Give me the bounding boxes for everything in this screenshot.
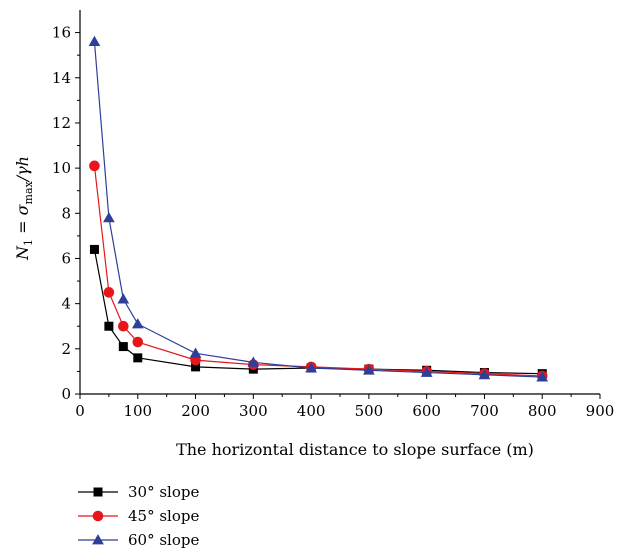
legend-label: 60° slope <box>128 531 199 549</box>
series-layer <box>88 35 549 382</box>
data-point <box>191 362 201 372</box>
data-point <box>305 362 317 373</box>
x-tick-label: 400 <box>297 402 326 420</box>
x-tick-label: 800 <box>528 402 557 420</box>
legend: 30° slope 45° slope 60° slope <box>78 483 199 549</box>
data-point <box>103 211 115 223</box>
data-point <box>133 353 143 363</box>
axes: 0 100 200 300 400 500 600 700 800 900 0 2 4 6 8 10 12 14 1… <box>52 10 614 420</box>
x-tick-label: 700 <box>470 402 499 420</box>
x-axis-title: The horizontal distance to slope surface… <box>176 440 534 459</box>
legend-item: 30° slope <box>78 483 199 501</box>
legend-label: 30° slope <box>128 483 199 501</box>
data-point <box>132 336 144 348</box>
data-point <box>118 320 129 332</box>
y-title-sub1: 1 <box>22 239 35 246</box>
series-line <box>93 249 543 375</box>
data-point <box>420 366 433 377</box>
y-title-eq: = <box>13 215 32 239</box>
series-line <box>93 165 543 377</box>
data-point <box>363 364 375 375</box>
y-title-submax: max <box>22 180 35 204</box>
x-tick-label: 300 <box>239 402 268 420</box>
series-3 <box>88 35 549 382</box>
y-title-rest: /γh <box>13 156 32 183</box>
series-1 <box>89 244 547 379</box>
y-tick-label: 16 <box>52 24 71 42</box>
y-tick-label: 4 <box>61 295 71 313</box>
series-2 <box>89 160 548 382</box>
data-point <box>89 244 99 254</box>
y-tick-label: 0 <box>61 385 71 403</box>
y-title-n: N <box>13 245 32 261</box>
legend-marker <box>92 534 104 545</box>
y-tick-label: 2 <box>61 340 71 358</box>
data-point <box>103 287 115 298</box>
legend-label: 45° slope <box>128 507 199 525</box>
x-tick-label: 600 <box>412 402 441 420</box>
legend-marker <box>92 510 104 522</box>
data-point <box>189 347 202 358</box>
y-tick-label: 14 <box>52 69 71 87</box>
data-point <box>117 293 130 304</box>
data-point <box>89 160 100 172</box>
y-title-sigma: σ <box>13 203 32 215</box>
data-point <box>104 321 114 331</box>
data-point <box>536 371 549 382</box>
x-tick-label: 0 <box>75 402 85 420</box>
series-line <box>93 41 543 378</box>
legend-item: 45° slope <box>78 507 199 525</box>
y-tick-label: 8 <box>61 204 71 222</box>
y-axis-title: N1 = σmax/γh <box>13 156 35 261</box>
x-tick-label: 100 <box>123 402 152 420</box>
data-point <box>247 356 260 367</box>
legend-marker <box>93 487 103 497</box>
data-point <box>88 35 101 47</box>
legend-item: 60° slope <box>78 531 199 549</box>
y-tick-label: 12 <box>52 114 71 132</box>
y-tick-label: 6 <box>61 249 71 267</box>
data-point <box>478 368 491 380</box>
data-point <box>131 318 144 329</box>
x-tick-label: 500 <box>355 402 384 420</box>
x-tick-label: 200 <box>181 402 210 420</box>
x-tick-label: 900 <box>586 402 615 420</box>
y-tick-label: 10 <box>52 159 71 177</box>
data-point <box>118 342 128 352</box>
